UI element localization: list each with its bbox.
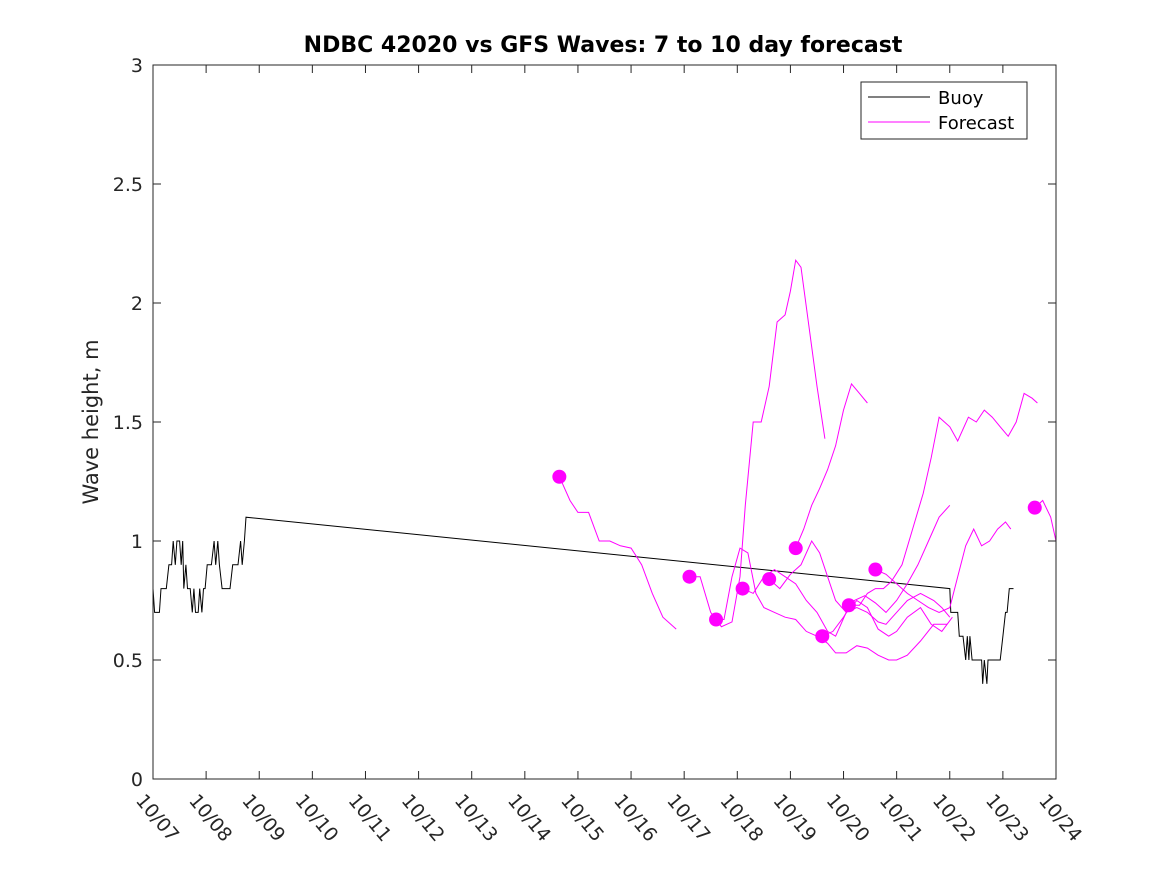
legend-label-buoy: Buoy [938, 88, 984, 109]
y-tick-label: 2.5 [113, 174, 143, 196]
y-tick-label: 3 [131, 55, 143, 77]
buoy-series-line [153, 516, 1014, 684]
forecast-start-marker-3 [709, 612, 724, 627]
forecast-series-line-8 [848, 392, 1038, 606]
y-tick-label: 0.5 [113, 650, 143, 672]
y-tick-label: 0 [131, 769, 143, 791]
forecast-start-marker-9 [868, 562, 883, 577]
forecast-series-line-6 [795, 382, 868, 549]
forecast-start-marker-7 [815, 629, 830, 644]
forecast-start-marker-8 [841, 598, 856, 613]
forecast-start-marker-2 [682, 569, 697, 584]
forecast-start-marker-1 [552, 469, 567, 484]
legend: Buoy Forecast [860, 81, 1028, 140]
forecast-series-line-9 [875, 521, 1012, 613]
forecast-start-marker-5 [762, 572, 777, 587]
legend-label-forecast: Forecast [938, 113, 1014, 134]
forecast-start-marker-6 [788, 541, 803, 556]
y-tick-label: 2 [131, 293, 143, 315]
chart-title: NDBC 42020 vs GFS Waves: 7 to 10 day for… [304, 33, 903, 58]
y-tick-label: 1.5 [113, 412, 143, 434]
forecast-series-line-7 [822, 504, 951, 637]
forecast-start-marker-10 [1027, 500, 1042, 515]
forecast-series-line-1 [558, 476, 677, 630]
forecast-series-line-5 [768, 539, 951, 625]
forecast-start-marker-4 [735, 581, 750, 596]
y-tick-label: 1 [131, 531, 143, 553]
legend-box [860, 81, 1028, 140]
y-axis-label: Wave height, m [79, 339, 103, 504]
series-layer [153, 258, 1056, 684]
